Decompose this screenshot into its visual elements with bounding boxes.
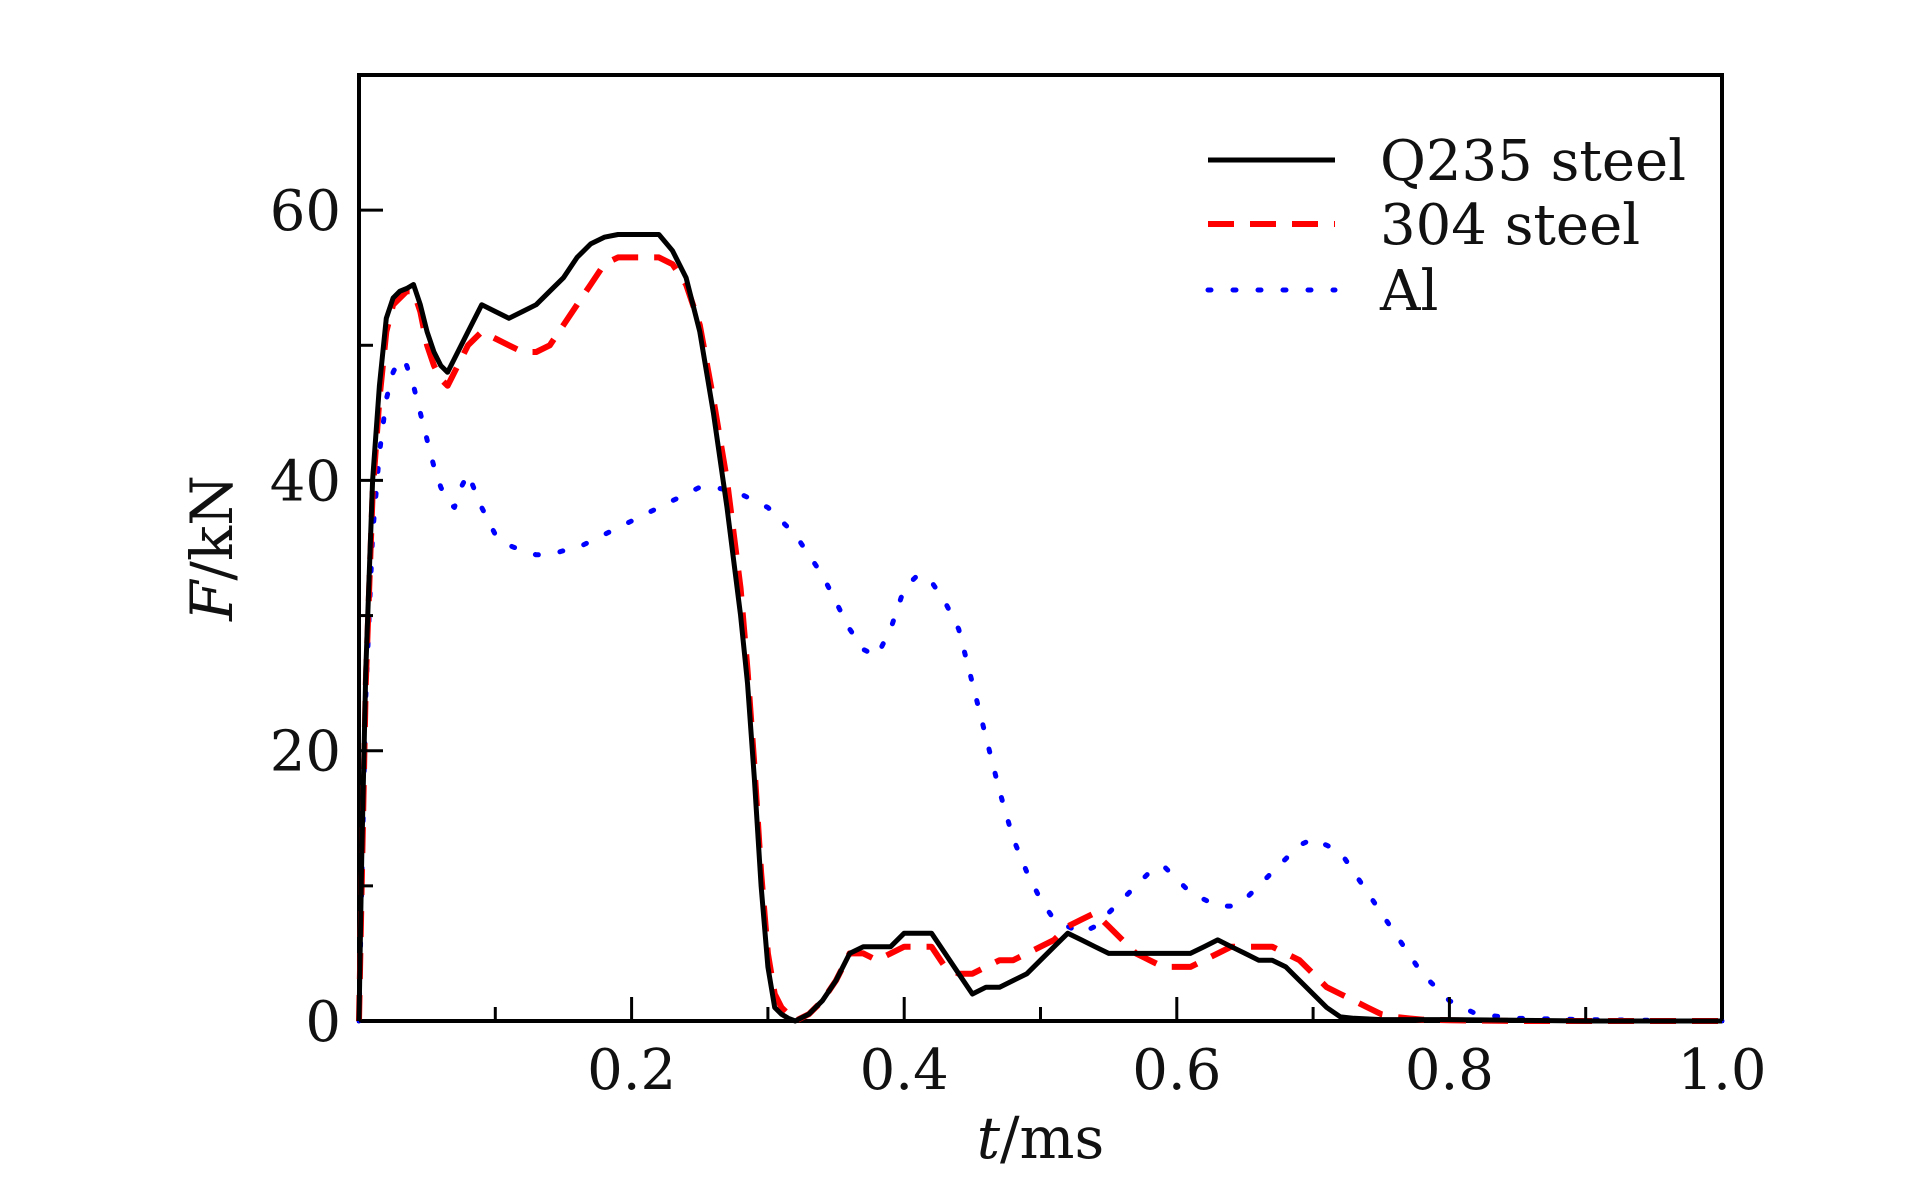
series-line-q235-steel [356, 232, 1722, 1024]
x-tick-label-2: 0.6 [1132, 1038, 1221, 1103]
x-axis-label: t/ms [977, 1104, 1105, 1172]
legend-label-304-steel: 304 steel [1380, 193, 1640, 258]
x-tick-label-4: 1.0 [1677, 1038, 1766, 1103]
y-axis-label-unit: /kN [178, 475, 246, 580]
series-line-al [356, 356, 1725, 1024]
y-axis-label-symbol: F [178, 579, 246, 622]
series-group [356, 232, 1725, 1024]
legend: Q235 steel 304 steel Al [1205, 129, 1686, 324]
y-tick-label-1: 20 [270, 720, 341, 785]
legend-label-q235-steel: Q235 steel [1380, 129, 1686, 194]
x-tick-label-3: 0.8 [1405, 1038, 1494, 1103]
x-axis-label-symbol: t [977, 1104, 1001, 1172]
ticks-group [359, 208, 1724, 1023]
x-tick-label-1: 0.4 [860, 1038, 949, 1103]
y-tick-label-2: 40 [270, 449, 341, 514]
x-axis-label-unit: /ms [1000, 1104, 1104, 1172]
series-line-304-steel [356, 254, 1722, 1024]
legend-label-al: Al [1379, 259, 1438, 324]
x-tick-label-0: 0.2 [587, 1038, 676, 1103]
y-tick-label-0: 0 [305, 990, 341, 1055]
tick-labels-group: 0.2 0.4 0.6 0.8 1.0 0 20 40 60 [270, 179, 1767, 1103]
y-axis-label: F/kN [178, 475, 246, 622]
y-tick-label-3: 60 [270, 179, 341, 244]
